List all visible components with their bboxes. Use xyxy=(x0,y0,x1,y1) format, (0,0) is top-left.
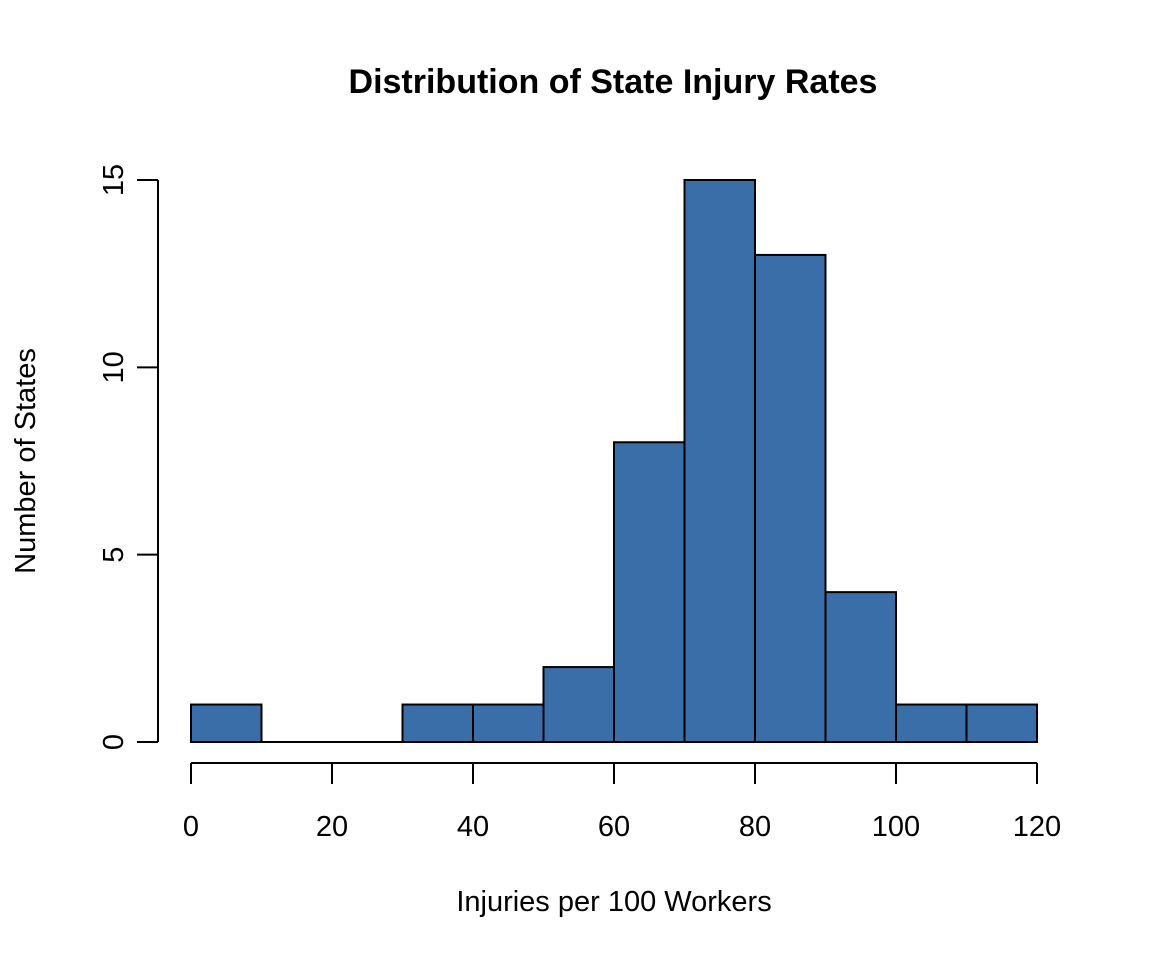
x-tick-label-60: 60 xyxy=(598,811,630,843)
x-tick-label-0: 0 xyxy=(183,811,199,843)
x-tick-label-80: 80 xyxy=(739,811,771,843)
y-tick-label-0: 0 xyxy=(98,734,130,750)
x-tick-label-40: 40 xyxy=(457,811,489,843)
y-tick-label-15: 15 xyxy=(98,164,130,196)
y-tick-label-5: 5 xyxy=(98,547,130,563)
y-axis: 0 5 10 15 xyxy=(98,164,159,750)
histogram-bar-90-100 xyxy=(824,591,897,744)
x-axis: 0 20 40 60 80 100 120 xyxy=(183,762,1061,843)
x-tick-label-120: 120 xyxy=(1013,811,1061,843)
histogram-bar-60-70 xyxy=(613,441,686,743)
histogram-bar-0-10 xyxy=(190,703,263,743)
histogram-bars xyxy=(190,179,1038,744)
histogram-bar-100-110 xyxy=(895,703,968,743)
x-axis-title: Injuries per 100 Workers xyxy=(456,886,771,918)
histogram-bar-110-120 xyxy=(965,703,1038,743)
chart-title: Distribution of State Injury Rates xyxy=(349,63,878,101)
histogram-bar-40-50 xyxy=(472,703,545,743)
x-tick-label-20: 20 xyxy=(316,811,348,843)
x-tick-label-100: 100 xyxy=(872,811,920,843)
y-tick-label-10: 10 xyxy=(98,351,130,383)
histogram-bar-80-90 xyxy=(754,253,827,744)
y-axis-title: Number of States xyxy=(10,348,42,574)
histogram-bar-70-80 xyxy=(683,179,756,743)
histogram-bar-50-60 xyxy=(542,666,615,743)
histogram-bar-30-40 xyxy=(401,703,474,743)
